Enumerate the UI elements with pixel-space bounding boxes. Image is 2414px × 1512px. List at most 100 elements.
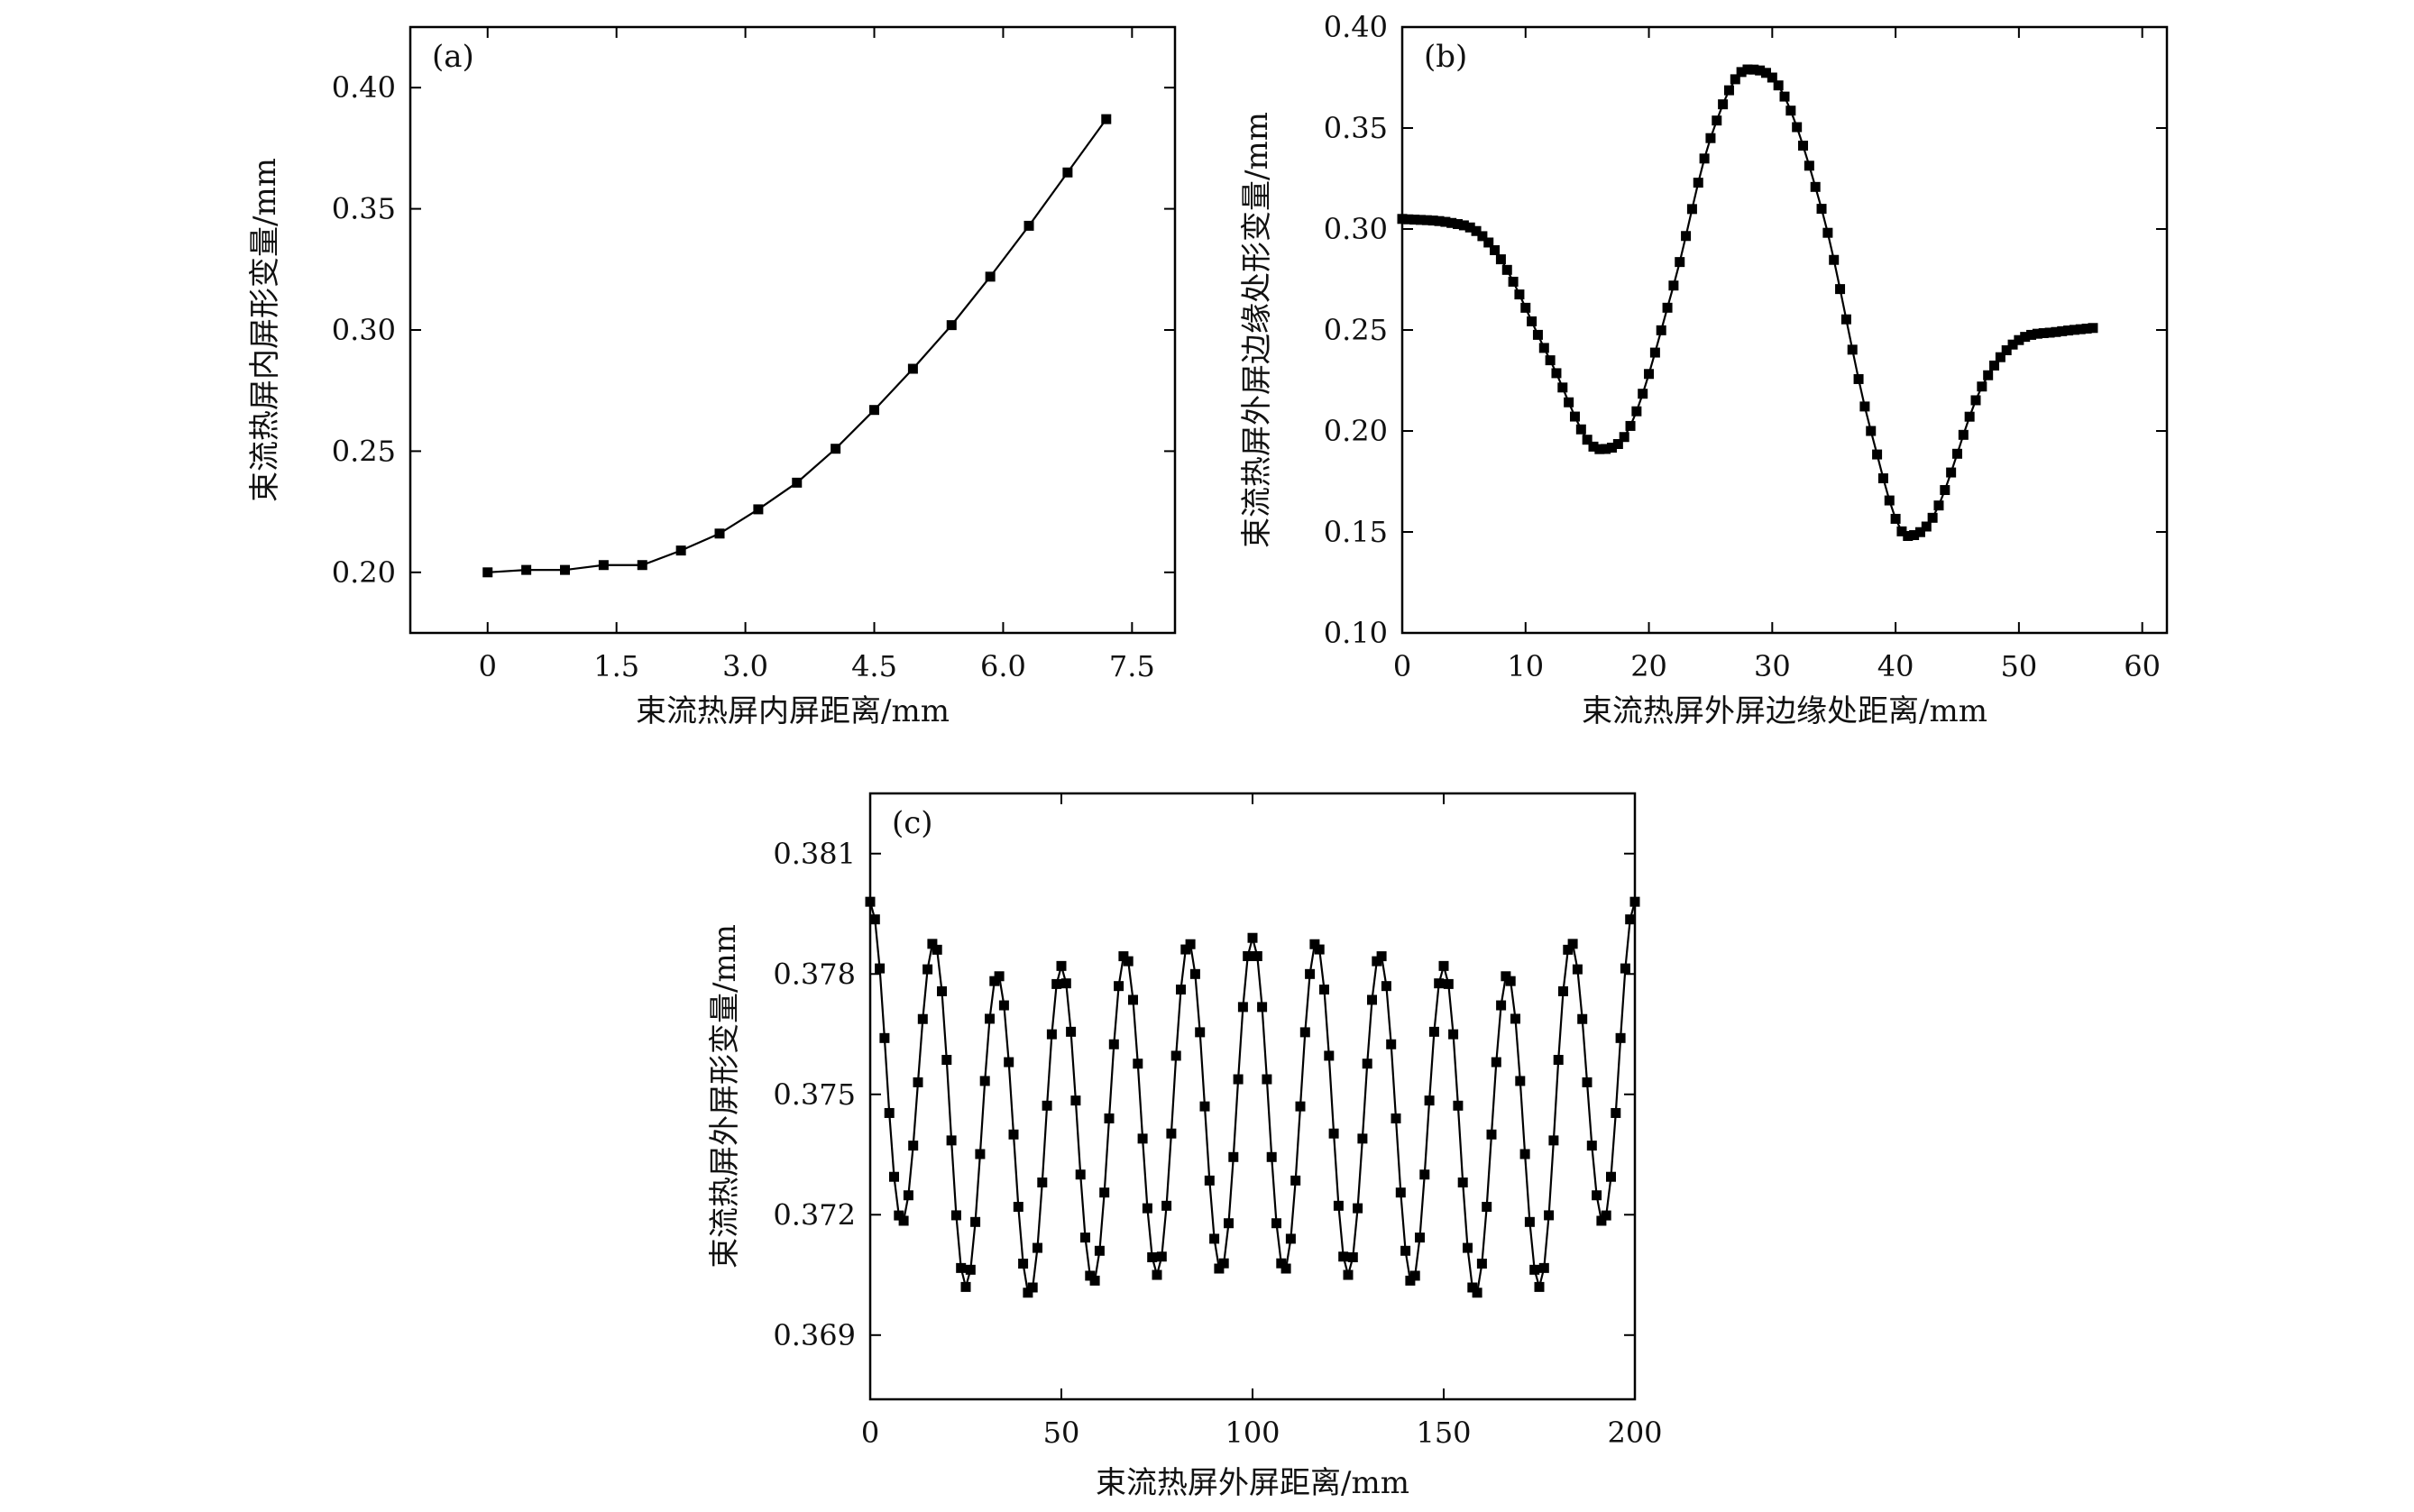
data-point <box>903 1190 913 1201</box>
data-point <box>1018 1259 1029 1269</box>
data-point <box>1527 316 1537 326</box>
data-point <box>482 567 493 578</box>
data-point <box>1280 1263 1291 1274</box>
data-point <box>1940 485 1950 496</box>
data-point <box>1357 1133 1368 1144</box>
x-tick-label: 50 <box>2001 649 2038 683</box>
panel-label: (a) <box>432 39 474 75</box>
series-line <box>1401 68 2094 537</box>
data-point <box>1631 406 1642 417</box>
data-point <box>869 914 880 925</box>
data-point <box>1338 1251 1349 1262</box>
chart-panel-b: 0 10 20 30 40 50 60 0.10 0.15 0.20 0.25 0.30 0.35 0.4… <box>1239 10 2169 729</box>
x-axis-title: 束流热屏外屏距离/mm <box>1096 1465 1409 1501</box>
x-tick-label: 200 <box>1607 1416 1662 1450</box>
data-point <box>1013 1202 1023 1213</box>
data-point <box>1601 1210 1611 1221</box>
data-point <box>1501 264 1512 275</box>
data-point <box>2038 327 2049 338</box>
data-point <box>1601 444 1611 454</box>
data-point <box>1156 1251 1167 1262</box>
data-point <box>1237 1002 1248 1013</box>
x-tick-label: 20 <box>1630 649 1667 683</box>
data-point <box>1804 160 1814 171</box>
data-point <box>917 1013 928 1024</box>
data-point <box>1004 1057 1014 1068</box>
data-point <box>2088 323 2098 334</box>
data-point <box>2063 325 2074 336</box>
data-point <box>913 1077 923 1087</box>
data-point <box>1548 1135 1559 1146</box>
data-point <box>1209 1233 1220 1244</box>
data-point <box>1822 227 1833 238</box>
y-tick-label: 0.372 <box>773 1197 856 1232</box>
data-point <box>985 1013 995 1024</box>
data-point <box>1128 994 1138 1005</box>
plot-frame <box>868 792 1637 1401</box>
data-point <box>1386 1039 1397 1049</box>
data-point <box>1742 64 1753 75</box>
data-point <box>998 1000 1009 1011</box>
data-point <box>1108 1039 1119 1049</box>
data-point <box>1152 1269 1162 1280</box>
data-point <box>1524 1216 1535 1227</box>
data-point <box>1397 214 1408 225</box>
data-point <box>1305 968 1316 979</box>
y-tick-label: 0.40 <box>332 70 396 105</box>
data-point <box>1409 1270 1420 1281</box>
data-point <box>1564 397 1574 408</box>
x-tick-label: 100 <box>1225 1416 1280 1450</box>
data-point <box>1760 68 1771 78</box>
data-point <box>1896 526 1907 536</box>
panel-label: (b) <box>1424 39 1467 75</box>
data-point <box>1042 1100 1052 1111</box>
data-point <box>1137 1133 1148 1144</box>
data-point <box>1070 1095 1081 1106</box>
data-point <box>1133 1058 1143 1069</box>
data-point <box>1434 978 1445 989</box>
data-point <box>1668 280 1679 291</box>
data-point <box>1008 1129 1019 1140</box>
data-point <box>1421 215 1432 225</box>
data-point <box>1453 1100 1464 1111</box>
data-point <box>1829 254 1840 265</box>
data-point <box>1477 231 1488 242</box>
data-point <box>1495 254 1506 265</box>
y-tick-label: 0.20 <box>332 555 396 590</box>
y-tick-label: 0.369 <box>773 1318 856 1352</box>
data-point <box>1056 960 1067 971</box>
plot-frame <box>408 25 1177 635</box>
data-point <box>2032 328 2042 339</box>
data-point <box>1483 237 1494 248</box>
data-point <box>1176 985 1186 995</box>
data-point <box>1199 1101 1210 1112</box>
x-tick-label: 150 <box>1416 1416 1471 1450</box>
data-point <box>1415 1233 1425 1243</box>
data-point <box>1662 302 1673 313</box>
data-point <box>1257 1002 1268 1013</box>
data-point <box>937 985 947 996</box>
data-point <box>1403 214 1414 225</box>
data-point <box>1649 347 1660 358</box>
data-point <box>2001 344 2012 355</box>
data-point <box>1557 382 1568 393</box>
data-point <box>1033 1242 1042 1253</box>
data-point <box>1434 215 1445 226</box>
data-point <box>1362 1058 1372 1069</box>
data-point <box>1615 1032 1626 1043</box>
data-point <box>1681 231 1692 242</box>
data-point <box>941 1055 952 1066</box>
data-point <box>869 405 880 416</box>
data-point <box>1586 1141 1597 1151</box>
y-axis-title: 束流热屏内屏形变量/mm <box>247 158 283 502</box>
data-point <box>1147 1251 1158 1262</box>
data-point <box>1252 951 1262 962</box>
data-point <box>1372 956 1382 967</box>
data-point <box>1606 1171 1616 1182</box>
data-point <box>1166 1128 1177 1139</box>
data-point <box>1343 1269 1354 1280</box>
data-point <box>1538 1262 1549 1273</box>
x-tick-label: 7.5 <box>1109 649 1155 683</box>
data-point <box>1983 370 1994 380</box>
data-point <box>1675 257 1685 268</box>
